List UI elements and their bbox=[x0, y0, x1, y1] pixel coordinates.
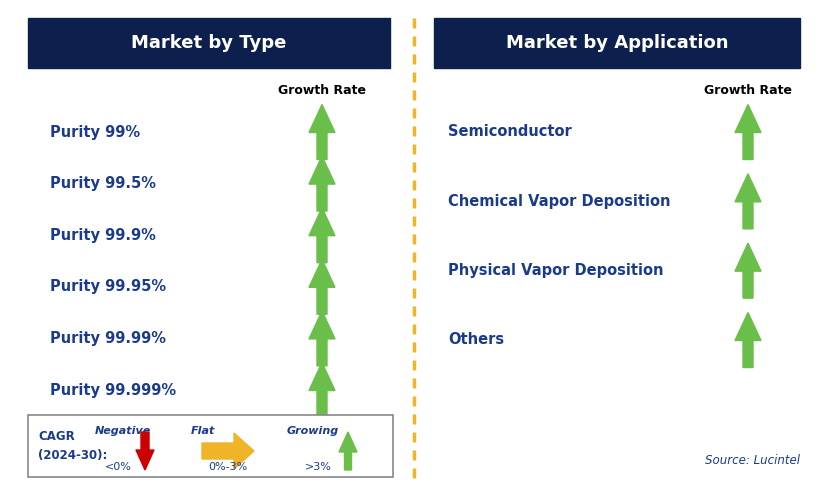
Text: CAGR: CAGR bbox=[38, 431, 74, 444]
Polygon shape bbox=[338, 432, 356, 470]
Polygon shape bbox=[734, 104, 760, 160]
Text: Others: Others bbox=[447, 332, 504, 347]
Polygon shape bbox=[308, 208, 335, 262]
Polygon shape bbox=[308, 104, 335, 160]
Bar bbox=[433, 18, 799, 68]
Text: Growing: Growing bbox=[286, 426, 339, 436]
Text: Purity 99.99%: Purity 99.99% bbox=[50, 331, 165, 346]
Text: Negative: Negative bbox=[95, 426, 151, 436]
Polygon shape bbox=[308, 156, 335, 211]
Text: Physical Vapor Deposition: Physical Vapor Deposition bbox=[447, 263, 662, 278]
Text: Purity 99.5%: Purity 99.5% bbox=[50, 176, 155, 191]
Text: Market by Application: Market by Application bbox=[505, 34, 728, 52]
Text: Market by Type: Market by Type bbox=[131, 34, 286, 52]
Text: 0%-3%: 0%-3% bbox=[208, 462, 247, 472]
Text: Purity 99.95%: Purity 99.95% bbox=[50, 279, 166, 294]
Polygon shape bbox=[308, 362, 335, 418]
Polygon shape bbox=[734, 312, 760, 367]
Polygon shape bbox=[734, 174, 760, 229]
Text: Growth Rate: Growth Rate bbox=[278, 83, 366, 96]
Polygon shape bbox=[308, 259, 335, 314]
Text: Growth Rate: Growth Rate bbox=[703, 83, 791, 96]
Text: Flat: Flat bbox=[190, 426, 215, 436]
Bar bbox=[28, 415, 393, 477]
Text: <0%: <0% bbox=[104, 462, 131, 472]
Text: Purity 99.9%: Purity 99.9% bbox=[50, 228, 155, 243]
Bar bbox=[28, 18, 390, 68]
Text: >3%: >3% bbox=[304, 462, 331, 472]
Polygon shape bbox=[202, 433, 254, 469]
Text: Chemical Vapor Deposition: Chemical Vapor Deposition bbox=[447, 194, 670, 209]
Polygon shape bbox=[308, 311, 335, 366]
Text: Source: Lucintel: Source: Lucintel bbox=[704, 454, 799, 467]
Text: Semiconductor: Semiconductor bbox=[447, 124, 571, 140]
Text: (2024-30):: (2024-30): bbox=[38, 449, 108, 462]
Text: Purity 99.999%: Purity 99.999% bbox=[50, 383, 176, 398]
Polygon shape bbox=[136, 432, 154, 470]
Polygon shape bbox=[734, 243, 760, 298]
Text: Purity 99%: Purity 99% bbox=[50, 124, 140, 140]
